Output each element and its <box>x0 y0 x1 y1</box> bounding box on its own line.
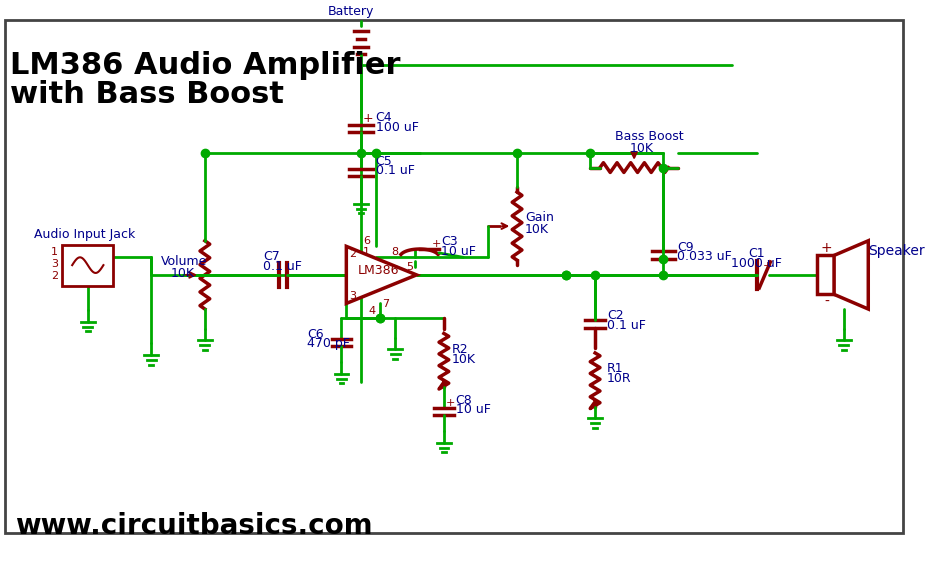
Text: LM386 Audio Amplifier: LM386 Audio Amplifier <box>9 51 400 80</box>
Text: Battery: Battery <box>328 5 374 19</box>
Polygon shape <box>834 241 869 309</box>
Polygon shape <box>346 246 416 303</box>
Bar <box>816 256 834 295</box>
Text: 1: 1 <box>362 248 370 257</box>
Text: +: + <box>446 397 455 408</box>
Text: 10 uF: 10 uF <box>441 245 476 258</box>
Text: 2: 2 <box>50 271 58 281</box>
Text: C2: C2 <box>607 309 624 322</box>
Text: 6: 6 <box>364 236 371 246</box>
Text: R2: R2 <box>452 343 468 356</box>
Text: -: - <box>824 295 829 309</box>
Bar <box>62 245 114 286</box>
Text: 10 uF: 10 uF <box>455 403 491 417</box>
Text: C8: C8 <box>455 394 472 407</box>
Text: +: + <box>363 112 373 125</box>
Text: Bass Boost: Bass Boost <box>614 130 683 144</box>
Text: Volume: Volume <box>161 255 208 268</box>
Text: Audio Input Jack: Audio Input Jack <box>34 228 135 241</box>
Text: 0.1 uF: 0.1 uF <box>375 164 414 177</box>
Text: 10K: 10K <box>525 223 549 236</box>
Text: +: + <box>762 261 773 271</box>
Text: 3: 3 <box>349 290 357 300</box>
Text: C7: C7 <box>263 250 280 263</box>
Text: +: + <box>432 239 441 249</box>
Text: R1: R1 <box>607 363 624 375</box>
Text: Gain: Gain <box>525 211 554 224</box>
Text: 10K: 10K <box>629 142 654 155</box>
Text: C5: C5 <box>375 155 392 168</box>
Text: C1: C1 <box>748 248 764 260</box>
Text: 8: 8 <box>392 248 398 257</box>
Text: LM386: LM386 <box>358 264 399 277</box>
Text: 7: 7 <box>382 299 389 309</box>
Text: www.circuitbasics.com: www.circuitbasics.com <box>15 512 372 540</box>
Text: +: + <box>820 241 832 256</box>
Text: 3: 3 <box>50 259 58 269</box>
Text: with Bass Boost: with Bass Boost <box>9 80 284 109</box>
Text: 10K: 10K <box>452 353 476 365</box>
Text: 4: 4 <box>369 306 375 317</box>
Text: 1: 1 <box>50 248 58 257</box>
Text: C4: C4 <box>375 111 392 124</box>
Text: C6: C6 <box>307 328 324 340</box>
Text: Speaker: Speaker <box>869 243 924 257</box>
Text: 0.1 uF: 0.1 uF <box>607 318 646 332</box>
Text: 10R: 10R <box>607 372 631 385</box>
Text: 1000 uF: 1000 uF <box>731 257 781 270</box>
Text: 0.033 uF: 0.033 uF <box>677 250 732 263</box>
Text: 100 uF: 100 uF <box>375 120 418 134</box>
Text: 470 pF: 470 pF <box>307 338 350 350</box>
Text: 5: 5 <box>407 262 413 272</box>
Text: 10K: 10K <box>170 267 195 280</box>
Text: C3: C3 <box>441 235 458 248</box>
Text: 0.1 uF: 0.1 uF <box>263 260 303 273</box>
Text: C9: C9 <box>677 241 694 253</box>
Text: 2: 2 <box>349 249 357 259</box>
